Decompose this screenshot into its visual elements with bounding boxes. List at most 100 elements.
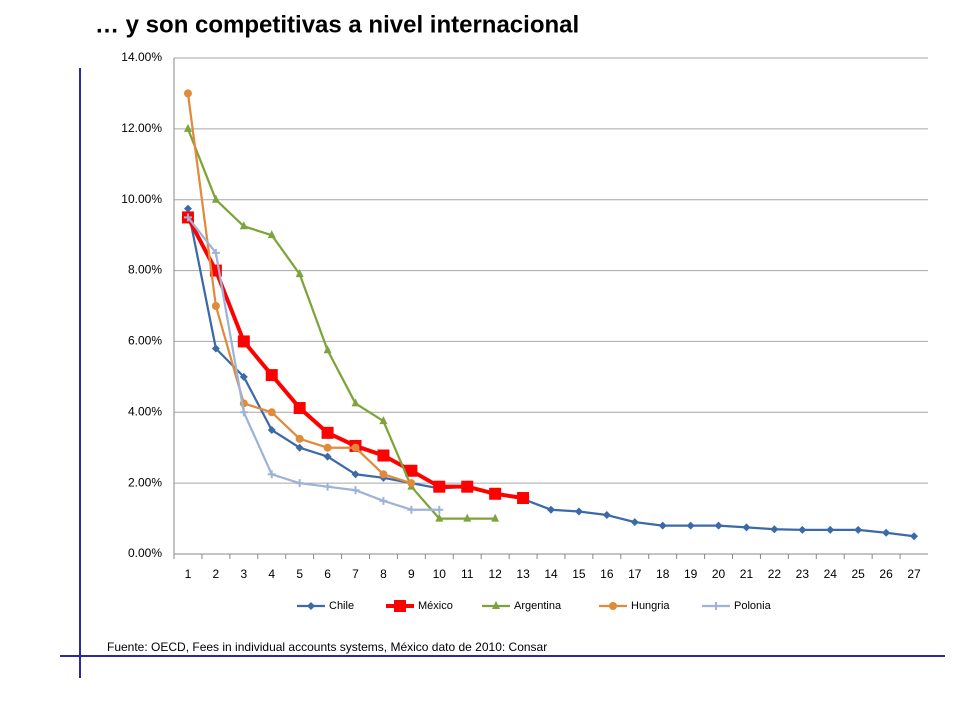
slide-title: … y son competitivas a nivel internacion…	[95, 11, 579, 38]
marker	[183, 89, 192, 98]
x-tick-label: 13	[516, 567, 530, 581]
marker	[211, 302, 220, 310]
marker	[435, 513, 444, 522]
legend: Chile México Argentina Hungria Polonia	[297, 600, 772, 612]
marker	[491, 513, 500, 522]
x-tick-label: 5	[296, 567, 303, 581]
x-tick-label: 27	[907, 567, 921, 581]
marker	[295, 269, 304, 278]
marker	[295, 479, 304, 488]
marker	[211, 194, 220, 203]
marker	[239, 221, 248, 230]
marker	[686, 521, 695, 530]
marker	[630, 518, 639, 527]
y-tick-label: 4.00%	[128, 404, 162, 418]
x-tick-label: 19	[684, 567, 698, 581]
marker	[609, 602, 617, 610]
x-tick-label: 12	[488, 567, 502, 581]
marker	[351, 470, 360, 479]
marker	[489, 487, 502, 500]
marker	[394, 600, 406, 612]
y-tick-label: 8.00%	[128, 263, 162, 277]
marker	[407, 505, 416, 514]
marker	[379, 416, 388, 425]
marker	[658, 521, 667, 530]
x-tick-label: 11	[461, 567, 474, 581]
marker	[463, 513, 472, 522]
series-line	[186, 128, 496, 520]
marker	[351, 486, 360, 495]
marker	[351, 443, 360, 452]
x-tick-label: 17	[628, 567, 642, 581]
legend-label: Argentina	[514, 600, 562, 612]
marker	[910, 532, 919, 541]
marker	[323, 452, 332, 461]
marker	[183, 204, 192, 213]
legend-label: Chile	[329, 600, 354, 612]
marker	[211, 344, 220, 353]
marker	[323, 345, 332, 354]
marker	[547, 505, 555, 514]
x-tick-label: 16	[600, 567, 614, 581]
marker	[770, 525, 779, 534]
marker	[183, 213, 192, 222]
x-tick-label: 1	[185, 567, 192, 581]
marker	[237, 335, 250, 348]
marker	[267, 230, 276, 239]
marker	[574, 507, 583, 516]
marker	[435, 505, 444, 514]
y-tick-label: 14.00%	[121, 50, 162, 64]
legend-label: Hungria	[631, 600, 670, 612]
series-line	[186, 216, 524, 501]
marker	[742, 523, 751, 532]
x-tick-label: 6	[324, 567, 331, 581]
y-tick-label: 12.00%	[121, 121, 162, 135]
marker	[267, 470, 276, 479]
x-tick-label: 4	[268, 567, 275, 581]
y-tick-label: 2.00%	[128, 475, 162, 489]
marker	[183, 123, 192, 132]
x-tick-label: 26	[879, 567, 893, 581]
marker	[211, 248, 220, 257]
marker	[854, 525, 863, 534]
marker	[492, 601, 500, 609]
source-note: Fuente: OECD, Fees in individual account…	[107, 640, 547, 654]
x-tick-label: 24	[824, 567, 838, 581]
marker	[882, 528, 891, 537]
marker	[295, 434, 304, 443]
marker	[379, 496, 388, 505]
marker	[517, 492, 530, 505]
x-tick-label: 7	[352, 567, 359, 581]
x-tick-label: 10	[433, 567, 447, 581]
legend-label: México	[418, 600, 453, 612]
series-line	[186, 208, 915, 538]
marker	[239, 372, 248, 381]
marker	[323, 482, 332, 491]
marker	[405, 464, 418, 477]
marker	[307, 602, 315, 610]
marker	[377, 449, 390, 462]
marker	[265, 369, 278, 382]
marker	[714, 521, 723, 530]
marker	[798, 525, 807, 534]
x-tick-label: 23	[796, 567, 810, 581]
marker	[293, 402, 306, 415]
marker	[461, 480, 474, 493]
x-tick-label: 3	[240, 567, 247, 581]
x-tick-label: 9	[408, 567, 415, 581]
y-tick-label: 10.00%	[121, 192, 162, 206]
marker	[267, 426, 276, 434]
marker	[602, 511, 611, 520]
x-tick-label: 15	[572, 567, 586, 581]
marker	[407, 479, 416, 488]
marker	[826, 525, 835, 534]
x-tick-label: 21	[740, 567, 754, 581]
marker	[433, 480, 446, 493]
y-tick-label: 0.00%	[128, 546, 162, 560]
marker	[267, 408, 276, 417]
x-tick-label: 2	[213, 567, 220, 581]
legend-label: Polonia	[734, 600, 772, 612]
y-tick-label: 6.00%	[128, 334, 162, 348]
